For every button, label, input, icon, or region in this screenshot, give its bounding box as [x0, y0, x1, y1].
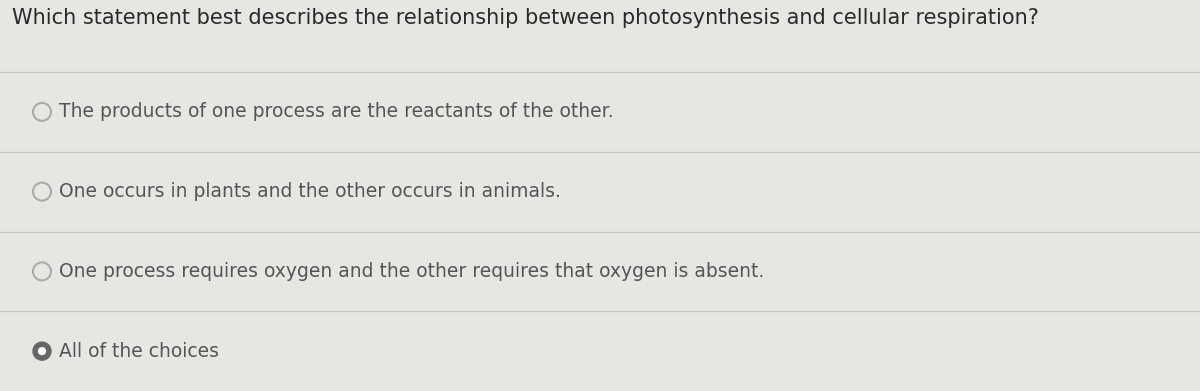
Text: One process requires oxygen and the other requires that oxygen is absent.: One process requires oxygen and the othe…	[59, 262, 764, 281]
Circle shape	[34, 342, 50, 360]
Text: Which statement best describes the relationship between photosynthesis and cellu: Which statement best describes the relat…	[12, 8, 1039, 28]
Circle shape	[34, 183, 50, 201]
Circle shape	[34, 262, 50, 280]
Text: One occurs in plants and the other occurs in animals.: One occurs in plants and the other occur…	[59, 182, 560, 201]
Circle shape	[34, 103, 50, 121]
Text: All of the choices: All of the choices	[59, 342, 220, 361]
Text: The products of one process are the reactants of the other.: The products of one process are the reac…	[59, 102, 613, 121]
Circle shape	[38, 348, 46, 355]
